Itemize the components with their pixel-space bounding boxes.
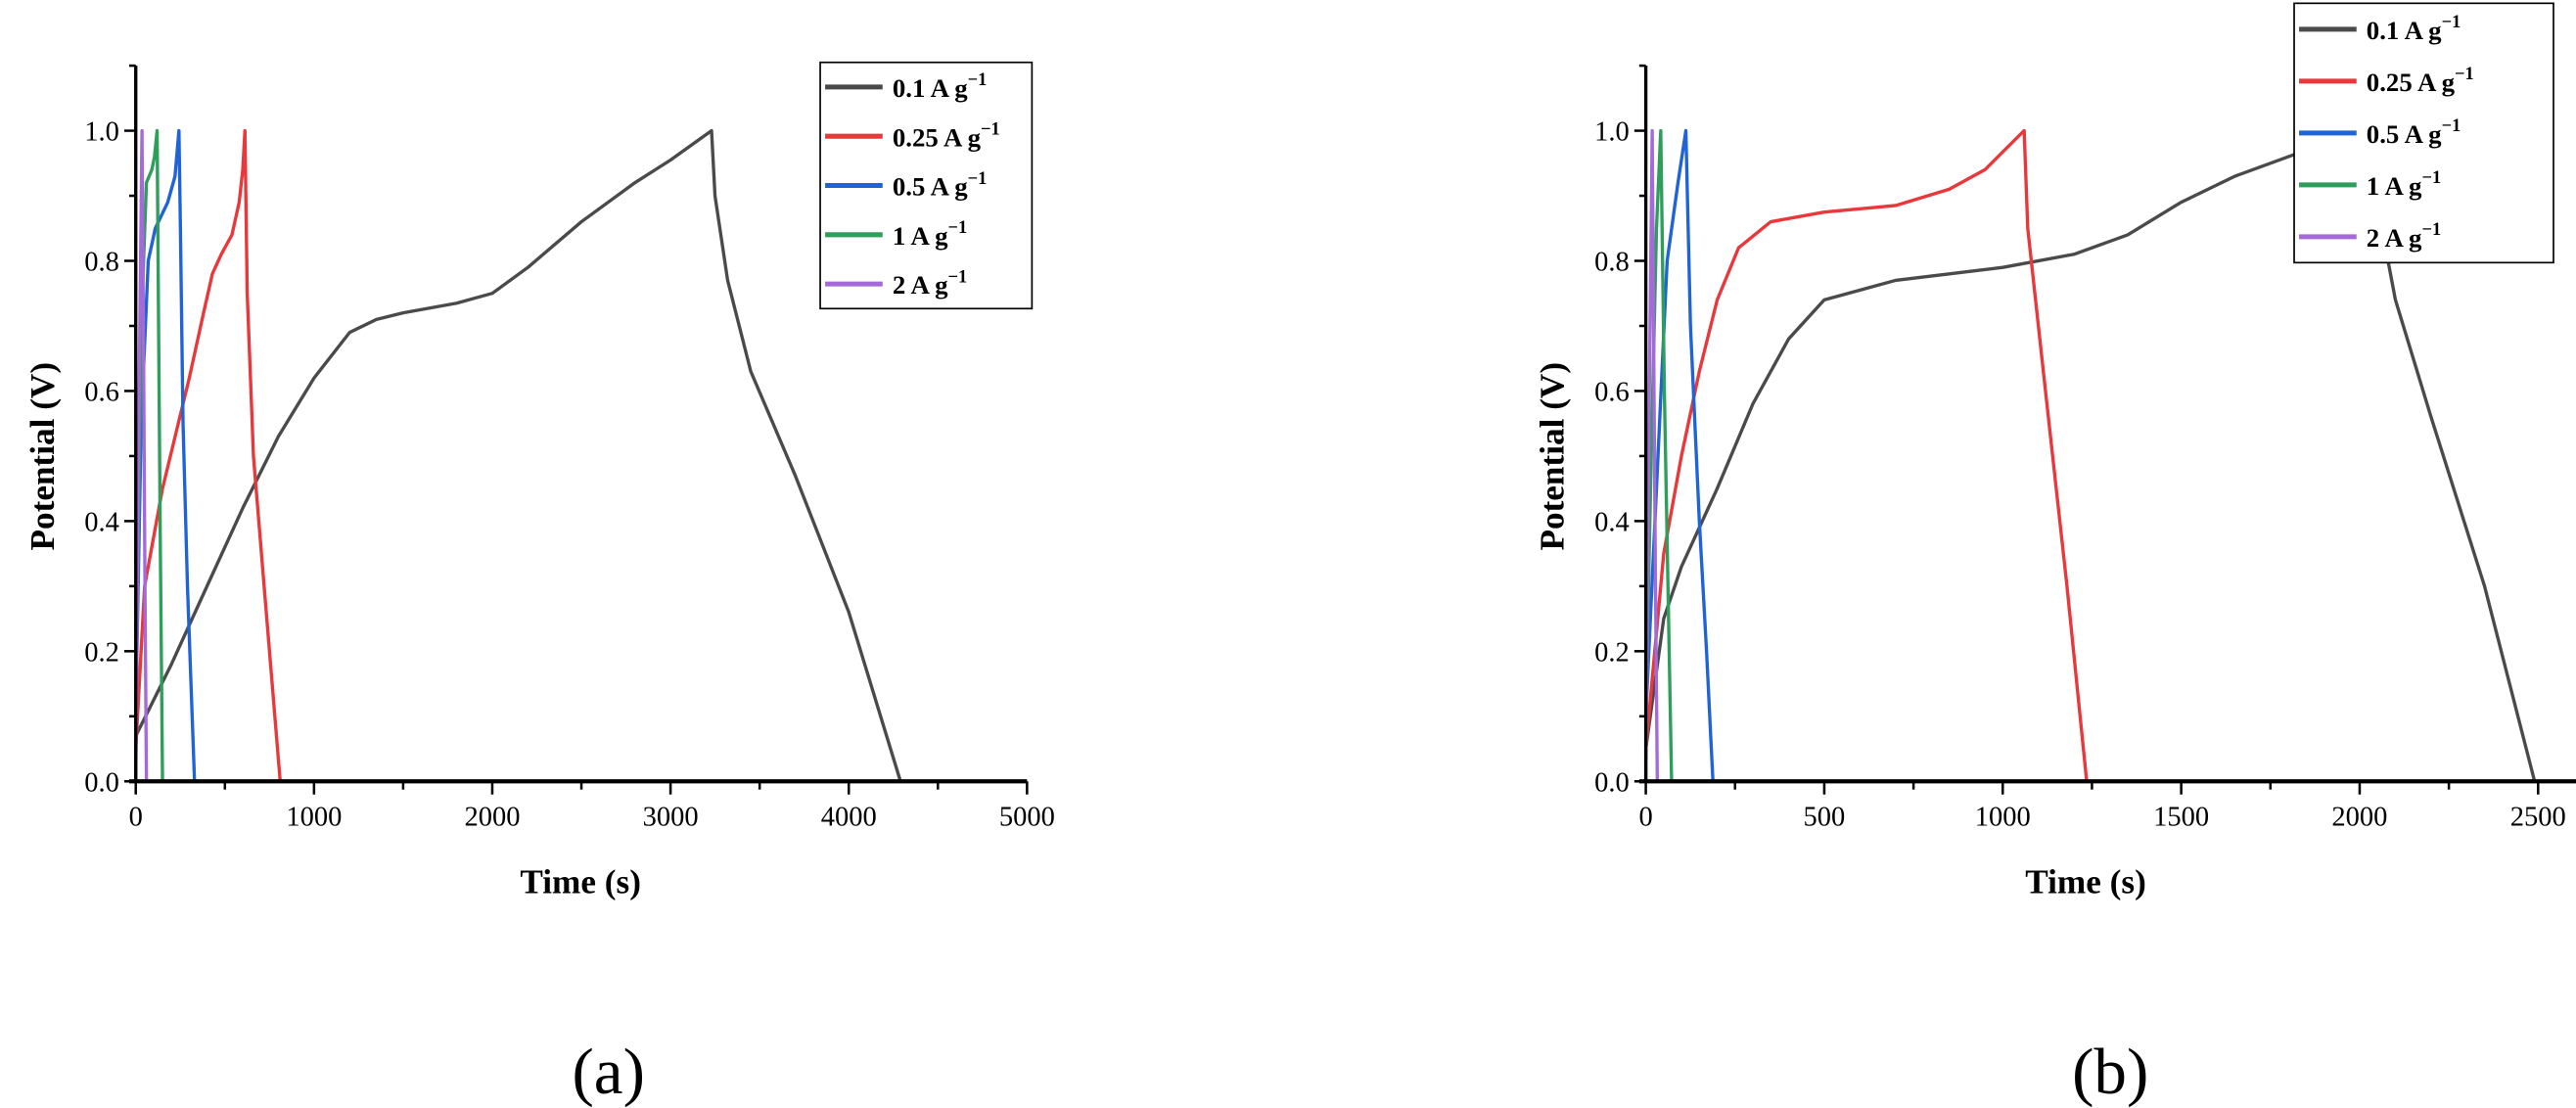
- legend-superscript: −1: [947, 217, 967, 237]
- legend-superscript: −1: [2442, 115, 2461, 135]
- y-tick-label: 0.0: [1594, 767, 1630, 798]
- x-tick-label: 1500: [2153, 803, 2209, 833]
- series-line-0_25-A-g: [134, 128, 282, 782]
- series-line-2-A-g: [134, 128, 149, 782]
- x-tick-label: 2500: [2510, 803, 2566, 833]
- x-tick-label: 3000: [643, 803, 699, 833]
- x-axis-label: Time (s): [520, 862, 641, 900]
- series-line-1-A-g: [1643, 128, 1674, 782]
- x-tick-label: 2000: [464, 803, 520, 833]
- x-tick-label: 0: [1638, 803, 1652, 833]
- legend: 0.1 A g−10.25 A g−10.5 A g−11 A g−12 A g…: [819, 61, 1034, 310]
- x-tick-label: 500: [1804, 803, 1846, 833]
- series-line-0_1-A-g: [134, 128, 902, 782]
- x-tick-label: 4000: [821, 803, 877, 833]
- series-line-0_25-A-g: [1643, 128, 2089, 782]
- x-tick-label: 0: [129, 803, 143, 833]
- legend-entry: 0.5 A g−1: [893, 168, 988, 202]
- y-tick-label: 0.2: [1594, 637, 1630, 668]
- panel-label: (a): [572, 1035, 644, 1108]
- y-tick-label: 0.0: [84, 767, 119, 798]
- x-tick-label: 5000: [999, 803, 1055, 833]
- chart-panel-b: 0 500 1000 1500 2000 2500 0.0 0.2 0.4 0.6 0.8 1.0 Ti…: [1534, 2, 2576, 1108]
- legend-superscript: −1: [2421, 219, 2441, 239]
- x-axis-label: Time (s): [2025, 862, 2146, 900]
- legend-superscript: −1: [981, 119, 1000, 139]
- series-line-0_1-A-g: [1643, 128, 2537, 782]
- x-tick-label: 1000: [286, 803, 342, 833]
- y-tick-label: 1.0: [84, 117, 119, 148]
- y-tick-label: 0.4: [84, 507, 119, 537]
- chart-panel-a: 0 1000 2000 3000 4000 5000 0.0 0.2 0.4 0.6 0.8 1.0 T…: [23, 61, 1055, 1108]
- y-tick-label: 0.6: [84, 378, 119, 408]
- panel-label: (b): [2072, 1035, 2148, 1108]
- y-tick-label: 1.0: [1594, 117, 1630, 148]
- series-line-0_5-A-g: [134, 128, 197, 782]
- legend-superscript: −1: [2421, 167, 2441, 187]
- y-tick-label: 0.6: [1594, 378, 1630, 408]
- series-line-0_5-A-g: [1643, 128, 1715, 782]
- legend-superscript: −1: [2442, 12, 2461, 31]
- y-axis-label: Potential (V): [23, 362, 62, 551]
- x-tick-label: 1000: [1975, 803, 2031, 833]
- y-axis-label: Potential (V): [1534, 362, 1572, 551]
- legend-superscript: −1: [2455, 64, 2474, 83]
- legend-superscript: −1: [947, 266, 967, 286]
- x-tick-label: 2000: [2331, 803, 2387, 833]
- series-line-2-A-g: [1643, 128, 1660, 782]
- y-tick-label: 0.2: [84, 637, 119, 668]
- legend-superscript: −1: [968, 168, 988, 188]
- y-tick-label: 0.8: [1594, 248, 1630, 278]
- legend-superscript: −1: [968, 69, 988, 89]
- legend: 0.1 A g−10.25 A g−10.5 A g−11 A g−12 A g…: [2293, 2, 2554, 264]
- y-tick-label: 0.8: [84, 248, 119, 278]
- y-tick-label: 0.4: [1594, 507, 1630, 537]
